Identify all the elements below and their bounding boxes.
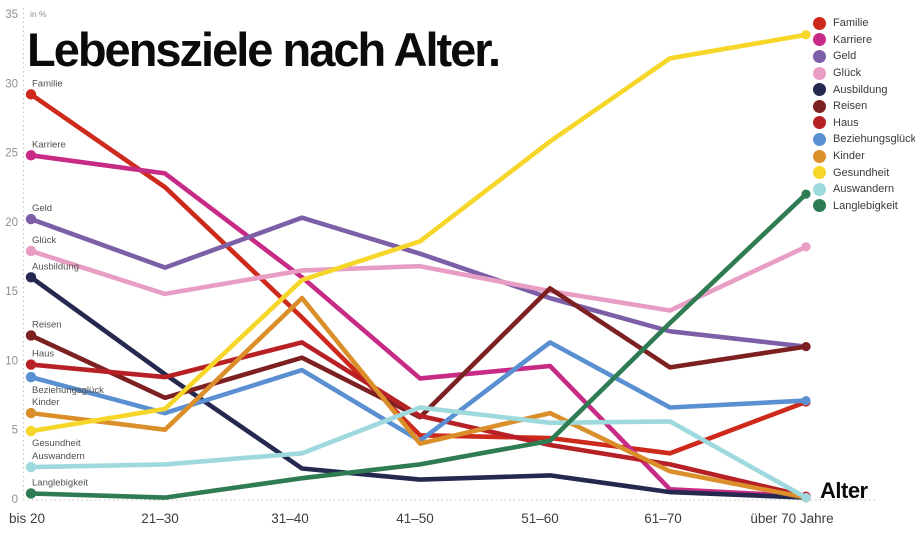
legend-item-ausbildung: Ausbildung (813, 81, 915, 98)
series-label-langlebigkeit: Langlebigkeit (32, 477, 88, 488)
series-label-familie: Familie (32, 78, 63, 89)
start-dot-beziehungsgluck (25, 371, 37, 383)
chart-line-gluck (28, 244, 809, 313)
legend-dot-gluck (813, 66, 826, 80)
y-axis-tick-10: 10 (5, 355, 18, 367)
chart-title: Lebensziele nach Alter. (27, 23, 501, 76)
end-dot-gluck (801, 242, 811, 252)
x-axis-tick-21-30: 21–30 (141, 511, 179, 526)
y-axis-tick-35: 35 (5, 9, 18, 21)
legend-label-ausbildung: Ausbildung (833, 83, 888, 96)
legend-item-familie: Familie (813, 15, 915, 32)
legend-item-haus: Haus (813, 115, 915, 132)
start-dot-gesundheit (25, 425, 37, 437)
start-dot-geld (25, 213, 37, 225)
legend-dot-geld (813, 49, 826, 63)
y-axis-tick-5: 5 (12, 425, 18, 437)
series-label-gluck: Glück (32, 235, 57, 246)
start-dot-kinder (25, 407, 37, 419)
legend-label-geld: Geld (833, 50, 857, 63)
legend-label-gluck: Glück (833, 67, 862, 80)
legend-item-karriere: Karriere (813, 32, 915, 49)
legend-dot-kinder (813, 149, 826, 163)
y-axis-tick-30: 30 (5, 78, 18, 90)
series-label-ausbildung: Ausbildung (32, 261, 79, 272)
x-axis-title: Alter (820, 478, 868, 503)
series-label-auswandern: Auswandern (32, 451, 85, 462)
legend-item-auswandern: Auswandern (813, 181, 915, 198)
legend-dot-reisen (813, 99, 826, 113)
chart-line-ausbildung (28, 274, 809, 500)
series-label-gesundheit: Gesundheit (32, 438, 81, 449)
legend-dot-ausbildung (813, 83, 826, 97)
y-axis-tick-0: 0 (12, 494, 18, 506)
series-label-beziehungsgluck: Beziehungsglück (32, 385, 104, 396)
end-dot-langlebigkeit (801, 189, 811, 199)
legend-item-geld: Geld (813, 48, 915, 65)
series-label-kinder: Kinder (32, 397, 59, 408)
y-axis-tick-25: 25 (5, 148, 18, 160)
start-dot-gluck (25, 245, 37, 257)
chart-line-langlebigkeit (28, 191, 809, 500)
chart-line-familie (28, 92, 809, 456)
legend-item-reisen: Reisen (813, 98, 915, 115)
start-dot-haus (25, 359, 37, 370)
y-axis-tick-20: 20 (5, 217, 18, 229)
chart-line-kinder (28, 295, 809, 500)
legend-dot-langlebigkeit (813, 199, 826, 213)
legend-label-langlebigkeit: Langlebigkeit (833, 199, 898, 212)
start-dot-reisen (25, 330, 37, 341)
chart-line-reisen (28, 286, 809, 420)
legend-label-auswandern: Auswandern (833, 183, 895, 196)
legend-label-kinder: Kinder (833, 150, 865, 163)
legend-dot-beziehungsgluck (813, 132, 826, 146)
x-axis-tick-31-40: 31–40 (271, 511, 309, 526)
end-dot-gesundheit (801, 30, 811, 40)
x-axis-tick-61-70: 61–70 (644, 511, 682, 526)
legend-label-familie: Familie (833, 17, 869, 30)
legend-item-gluck: Glück (813, 65, 915, 82)
start-dot-auswandern (25, 461, 37, 473)
x-axis-tick-51-60: 51–60 (521, 511, 559, 526)
end-dot-auswandern (801, 493, 811, 503)
legend-label-gesundheit: Gesundheit (833, 166, 890, 179)
legend-label-beziehungsgluck: Beziehungsglück (833, 133, 915, 146)
legend-label-karriere: Karriere (833, 33, 873, 46)
legend-dot-auswandern (813, 182, 826, 196)
chart-line-haus (28, 340, 809, 499)
legend-dot-haus (813, 116, 826, 130)
series-label-karriere: Karriere (32, 139, 66, 150)
legend: Familie Karriere Geld Glück Ausbildung Reisen… (813, 15, 915, 214)
x-axis-tick-uber-70-jahre: über 70 Jahre (750, 511, 833, 526)
legend-label-reisen: Reisen (833, 100, 868, 113)
legend-item-beziehungsgluck: Beziehungsglück (813, 131, 915, 148)
x-axis-tick-bis-20: bis 20 (9, 511, 45, 526)
legend-dot-karriere (813, 33, 826, 47)
start-dot-familie (25, 89, 37, 100)
end-dot-beziehungsgluck (801, 396, 811, 406)
x-axis-tick-41-50: 41–50 (396, 511, 434, 526)
start-dot-ausbildung (25, 272, 37, 283)
chart-line-auswandern (28, 405, 809, 500)
legend-item-gesundheit: Gesundheit (813, 164, 915, 181)
y-axis-tick-15: 15 (5, 286, 18, 298)
legend-dot-gesundheit (813, 166, 826, 180)
legend-dot-familie (813, 16, 826, 30)
y-axis-unit-label: in % (30, 9, 47, 19)
series-label-geld: Geld (32, 203, 52, 214)
start-dot-karriere (25, 150, 37, 161)
legend-item-kinder: Kinder (813, 148, 915, 165)
chart-line-gesundheit (28, 32, 809, 434)
chart-line-geld (28, 215, 809, 349)
series-label-reisen: Reisen (32, 319, 62, 330)
legend-item-langlebigkeit: Langlebigkeit (813, 198, 915, 215)
start-dot-langlebigkeit (25, 488, 37, 499)
chart-line-karriere (28, 153, 809, 499)
end-dot-reisen (801, 341, 811, 352)
legend-label-haus: Haus (833, 116, 859, 129)
series-label-haus: Haus (32, 349, 54, 360)
